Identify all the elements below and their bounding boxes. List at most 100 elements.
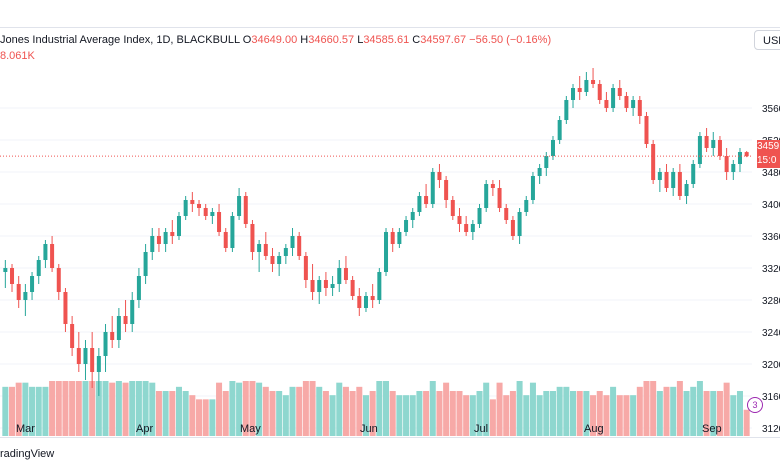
y-tick-label: 3480 <box>762 168 780 179</box>
candle-body <box>317 280 322 292</box>
volume-bar <box>389 391 396 436</box>
candle-body <box>190 200 195 204</box>
volume-bar <box>15 382 22 436</box>
candle-body <box>410 212 415 220</box>
candle-body <box>143 252 148 276</box>
symbol-legend: Jones Industrial Average Index, 1D, BLAC… <box>0 34 552 46</box>
y-tick-label: 3400 <box>762 200 780 211</box>
volume-bar <box>155 391 162 436</box>
candle-body <box>404 220 409 232</box>
volume-bar <box>142 381 149 436</box>
alert-icon[interactable]: 3 <box>747 397 763 413</box>
symbol-title: Jones Industrial Average Index, 1D, BLAC… <box>0 34 240 46</box>
candle-body <box>210 212 215 216</box>
volume-bar <box>623 395 630 436</box>
chart-top-border <box>0 27 780 28</box>
candle-body <box>290 236 295 248</box>
volume-bar <box>696 381 703 436</box>
candle-body <box>90 348 95 372</box>
candle-body <box>664 172 669 188</box>
volume-bar <box>162 391 169 436</box>
candle-body <box>223 232 228 248</box>
candle-body <box>23 292 28 300</box>
candle-body <box>390 232 395 244</box>
candle-body <box>544 156 549 168</box>
candle-body <box>156 236 161 244</box>
volume-bar <box>9 386 16 436</box>
volume-bar <box>175 386 182 436</box>
volume-bar <box>549 391 556 436</box>
volume-bar <box>316 386 323 436</box>
volume-bar <box>503 395 510 436</box>
candle-body <box>297 236 302 256</box>
candle-body <box>370 296 375 300</box>
candle-body <box>504 208 509 220</box>
candle-body <box>417 196 422 212</box>
volume-bar <box>676 381 683 436</box>
candle-body <box>484 184 489 208</box>
x-tick-label: Mar <box>16 423 35 435</box>
candle-body <box>464 224 469 232</box>
candle-body <box>257 244 262 252</box>
candle-body <box>611 88 616 108</box>
volume-bar <box>309 381 316 436</box>
candle-body <box>397 232 402 244</box>
candle-body <box>711 140 716 148</box>
candle-body <box>470 224 475 232</box>
volume-bar <box>616 395 623 436</box>
volume-bar <box>690 386 697 436</box>
volume-bar <box>349 391 356 436</box>
candle-body <box>637 100 642 116</box>
volume-bar <box>476 391 483 436</box>
candle-body <box>530 176 535 200</box>
volume-bar <box>710 391 717 436</box>
last-price-label: 3459 <box>757 141 780 152</box>
volume-bar <box>516 381 523 436</box>
candle-body <box>330 284 335 288</box>
candle-body <box>631 100 636 108</box>
candle-body <box>230 216 235 248</box>
volume-bar <box>236 382 243 436</box>
candle-body <box>584 80 589 92</box>
volume-bar <box>129 381 136 436</box>
volume-bar <box>249 381 256 436</box>
candle-body <box>123 316 128 324</box>
candle-body <box>444 180 449 200</box>
volume-bar <box>169 391 176 436</box>
volume-bar <box>322 391 329 436</box>
candle-body <box>591 80 596 84</box>
x-tick-label: Jul <box>474 423 488 435</box>
candle-body <box>624 96 629 108</box>
candle-body <box>237 196 242 216</box>
candle-body <box>691 164 696 184</box>
volume-bar <box>376 381 383 436</box>
candle-body <box>303 256 308 280</box>
currency-button[interactable]: USD <box>754 30 780 50</box>
candle-body <box>176 216 181 236</box>
change-value: −56.50 (−0.16%) <box>469 34 552 46</box>
volume-bar <box>449 391 456 436</box>
volume-bar <box>469 395 476 436</box>
volume-bar <box>536 395 543 436</box>
volume-bar <box>242 381 249 436</box>
candle-body <box>10 268 15 284</box>
candle-body <box>197 204 202 208</box>
candle-body <box>203 208 208 216</box>
candle-body <box>430 172 435 204</box>
y-tick-label: 3360 <box>762 232 780 243</box>
volume-bar <box>496 382 503 436</box>
volume-bar <box>610 386 617 436</box>
x-tick-label: Apr <box>136 423 153 435</box>
candle-body <box>571 88 576 100</box>
y-tick-label: 3560 <box>762 104 780 115</box>
volume-bar <box>135 381 142 436</box>
volume-bar <box>523 395 530 436</box>
volume-bar <box>463 395 470 436</box>
candle-body <box>737 152 742 164</box>
candle-body <box>697 136 702 164</box>
candle-body <box>16 284 21 300</box>
candle-body <box>3 268 8 272</box>
volume-bar <box>456 391 463 436</box>
volume-bar <box>509 391 516 436</box>
